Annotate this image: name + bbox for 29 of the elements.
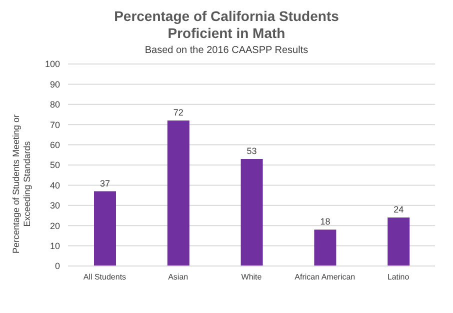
y-tick-label: 50: [50, 160, 60, 170]
bar: [240, 158, 263, 266]
x-tick-label: Asian: [168, 272, 188, 282]
y-tick-label: 10: [50, 240, 60, 251]
x-tick-label: African American: [294, 272, 356, 282]
y-tick-label: 80: [50, 100, 60, 110]
data-label: 53: [246, 146, 257, 156]
bar: [314, 230, 336, 266]
y-tick-label: 100: [44, 59, 60, 70]
data-label: 18: [320, 216, 330, 227]
y-axis-title: Percentage of Students Meeting or Exceeding Standards: [11, 113, 33, 256]
data-label: 24: [394, 204, 404, 215]
data-label: 37: [100, 178, 110, 188]
data-label: 72: [173, 108, 184, 118]
y-tick-label: 30: [50, 200, 60, 211]
chart-title: Percentage of California Students Proficient in Math: [113, 8, 340, 42]
x-tick-label: Latino: [387, 272, 410, 282]
bar: [167, 120, 190, 266]
bar: [388, 218, 410, 266]
chart-subtitle: Based on the 2016 CAASPP Results: [144, 45, 310, 56]
y-tick-label: 70: [50, 120, 60, 130]
bar: [94, 191, 116, 266]
y-tick-label: 40: [50, 180, 60, 190]
x-tick-label: White: [241, 272, 262, 282]
y-tick-label: 90: [50, 79, 60, 90]
y-tick-label: 20: [50, 220, 60, 231]
y-tick-label: 60: [50, 140, 60, 150]
x-tick-label: All Students: [83, 272, 126, 282]
y-tick-label: 0: [54, 261, 60, 272]
